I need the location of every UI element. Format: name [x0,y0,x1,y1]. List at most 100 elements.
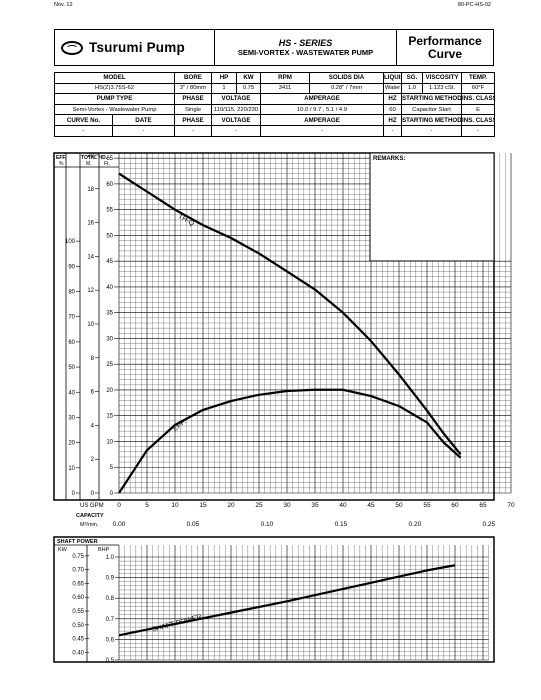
head-ft-tick-label: 50 [106,233,113,239]
brand-logo: Tsurumi Pump [55,30,215,65]
head-ft-tick-label: 45 [106,259,113,265]
kw-tick-label: 0.60 [72,595,84,601]
spec-table: MODEL BORE HP KW RPM SOLIDS DIA LIQUID S… [54,72,495,137]
head-ft-tick-label: 10 [106,439,113,445]
x-tick-label: 60 [451,502,459,509]
x-tick-label: 40 [339,502,347,509]
th-q-curve [118,172,462,456]
remarks-box [369,152,495,262]
spec-header-row-3: CURVE No. DATE PHASE VOLTAGE AMPERAGE HZ… [54,114,495,126]
spec-header-row-2: PUMP TYPE PHASE VOLTAGE AMPERAGE HZ STAR… [54,93,495,105]
kw-tick-label: 0.65 [72,581,84,587]
x-tick-label: 35 [311,502,319,509]
eff-tick-label: 40 [68,390,75,396]
head-axis-header: TOTAL HD. [81,155,108,161]
date-code: Nov. 12 [54,2,73,8]
head-ft-tick-label: 55 [106,208,113,214]
head-m-tick-label: 10 [87,322,94,328]
spec-cell: - [461,124,495,137]
head-ft-unit: Ft. [104,161,110,167]
series-subtitle: SEMI-VORTEX - WASTEWATER PUMP [237,48,374,57]
x-tick-label: 20 [227,502,235,509]
kw-tick-label: 0.40 [72,650,84,656]
series-title: HS - SERIES [278,38,333,48]
spec-value-row-3: - - - - - - - - [54,124,495,137]
brand-name: Tsurumi Pump [89,40,185,55]
head-ft-tick-label: 60 [106,182,113,188]
eff-axis-unit: % [59,161,64,167]
shaft-power-frame [53,536,495,663]
kw-tick-label: 0.75 [72,554,84,560]
bhp-tick-label: 1.0 [106,555,115,561]
document-title: Performance Curve [397,30,493,65]
head-m-tick-label: 18 [87,187,94,193]
x-tick-label: 0 [117,502,121,509]
eff-axis-header: EFF. [56,155,67,161]
eff-tick-label: 50 [68,365,75,371]
x-tick-label: 65 [479,502,487,509]
efficiency-curve [118,388,462,494]
head-ft-tick-label: 65 [106,156,113,162]
kw-unit: KW [58,547,68,553]
eff-tick-label: 70 [68,315,75,321]
x-tick-label: 55 [423,502,431,509]
capacity-tick-label: 0.25 [483,521,496,528]
head-m-tick-label: 6 [91,390,95,396]
x-tick-label: 10 [171,502,179,509]
shaft-power-title: SHAFT POWER [57,539,98,545]
eff-tick-label: 60 [68,340,75,346]
bhp-tick-label: 0.7 [106,617,115,623]
bhp-tick-label: 0.5 [106,658,115,664]
shaft-power-curve [118,564,456,637]
eff-tick-label: 90 [68,264,75,270]
head-ft-tick-label: 5 [110,465,114,471]
x-tick-label: 30 [283,502,291,509]
head-ft-tick-label: 15 [106,414,113,420]
head-m-tick-label: 8 [91,356,95,362]
capacity-tick-label: 0.00 [113,521,126,528]
shaft-power-label: SHAFT POWER [151,614,202,634]
capacity-tick-label: 0.15 [335,521,348,528]
eff-tick-label: 100 [65,239,76,245]
bhp-tick-label: 0.6 [106,637,115,643]
eff-tick-label: 80 [68,290,75,296]
kw-tick-label: 0.70 [72,568,84,574]
eff-tick-label: 0 [72,491,76,497]
head-m-tick-label: 12 [87,288,94,294]
tsurumi-logo-icon [61,40,83,55]
head-ft-tick-label: 0 [110,491,114,497]
header-block: Tsurumi Pump HS - SERIES SEMI-VORTEX - W… [54,29,494,66]
head-m-tick-label: 4 [91,423,95,429]
x-tick-label: 5 [145,502,149,509]
head-m-tick-label: 14 [87,254,94,260]
kw-tick-label: 0.50 [72,623,84,629]
capacity-label: CAPACITY [76,513,104,519]
document-code: 80-PC-HS-02 [457,2,491,8]
x-tick-label: 15 [199,502,207,509]
x-tick-label: 45 [367,502,375,509]
x-axis-label: US GPM [80,503,104,509]
x-tick-label: 25 [255,502,263,509]
head-m-unit: M. [86,161,92,167]
head-m-tick-label: 20 [87,153,94,159]
capacity-tick-label: 0.05 [187,521,200,528]
head-m-tick-label: 16 [87,221,94,227]
head-ft-tick-label: 40 [106,285,113,291]
x-tick-label: 70 [507,502,515,509]
capacity-tick-label: 0.10 [261,521,274,528]
head-ft-tick-label: 30 [106,336,113,342]
head-ft-tick-label: 20 [106,388,113,394]
capacity-unit: M³/min. [80,522,99,528]
kw-tick-label: 0.45 [72,637,84,643]
document-title-line2: Curve [427,46,462,61]
head-ft-tick-label: 35 [106,311,113,317]
x-tick-label: 50 [395,502,403,509]
kw-tick-label: 0.55 [72,609,84,615]
bhp-unit: BHP [98,547,110,553]
capacity-tick-label: 0.20 [409,521,422,528]
eff-tick-label: 10 [68,466,75,472]
eff-tick-label: 30 [68,415,75,421]
series-title-block: HS - SERIES SEMI-VORTEX - WASTEWATER PUM… [215,30,397,65]
head-ft-tick-label: 25 [106,362,113,368]
